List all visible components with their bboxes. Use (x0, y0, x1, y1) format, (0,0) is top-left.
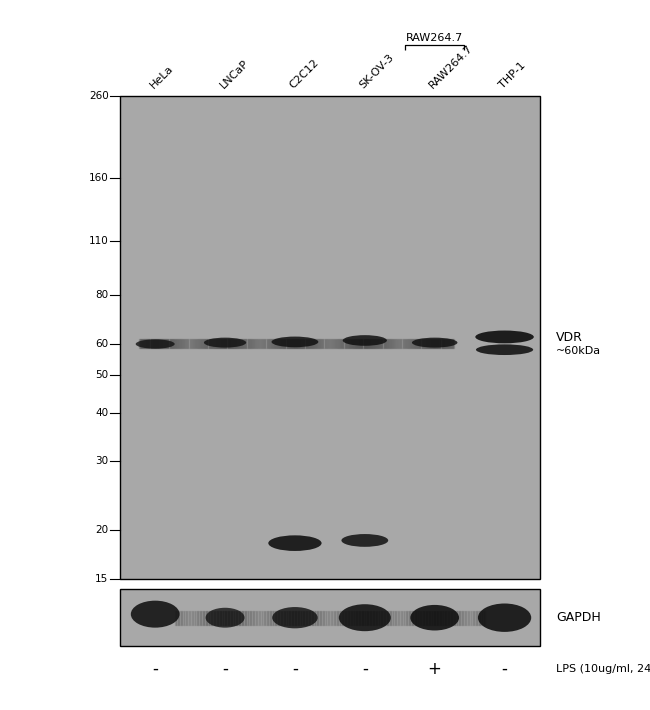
Ellipse shape (476, 344, 533, 355)
Text: 60: 60 (96, 339, 109, 349)
Text: 260: 260 (89, 91, 109, 101)
Ellipse shape (412, 338, 458, 348)
Text: GAPDH: GAPDH (556, 611, 601, 624)
Ellipse shape (339, 604, 391, 631)
Ellipse shape (272, 607, 318, 628)
Text: -: - (502, 660, 508, 678)
Text: -: - (362, 660, 368, 678)
Text: RAW264.7: RAW264.7 (428, 43, 475, 90)
Text: ~60kDa: ~60kDa (556, 346, 601, 356)
Text: 110: 110 (89, 236, 109, 246)
Ellipse shape (272, 337, 318, 347)
Text: 40: 40 (96, 408, 109, 417)
Ellipse shape (204, 338, 246, 348)
Text: LNCaP: LNCaP (218, 58, 250, 90)
Text: VDR: VDR (556, 331, 582, 344)
Text: -: - (292, 660, 298, 678)
Text: C2C12: C2C12 (288, 57, 321, 90)
Text: LPS (10ug/ml, 24hrs): LPS (10ug/ml, 24hrs) (556, 664, 650, 674)
Ellipse shape (343, 335, 387, 346)
Ellipse shape (410, 605, 459, 630)
Ellipse shape (341, 534, 388, 547)
Bar (120, 589, 540, 646)
Text: 80: 80 (96, 290, 109, 300)
Text: 20: 20 (96, 525, 109, 535)
Text: 30: 30 (96, 457, 109, 466)
Ellipse shape (205, 608, 244, 628)
Ellipse shape (475, 331, 534, 344)
Text: 160: 160 (89, 173, 109, 183)
Text: HeLa: HeLa (148, 63, 176, 90)
Ellipse shape (136, 339, 175, 349)
Text: 50: 50 (96, 370, 109, 380)
Text: 15: 15 (96, 574, 109, 584)
Text: -: - (152, 660, 158, 678)
Ellipse shape (478, 604, 531, 632)
Ellipse shape (268, 535, 322, 551)
Ellipse shape (131, 601, 179, 628)
Text: RAW264.7: RAW264.7 (406, 33, 463, 43)
Text: +: + (428, 660, 441, 678)
Bar (120, 96, 540, 579)
Text: -: - (222, 660, 228, 678)
Text: SK-OV-3: SK-OV-3 (358, 52, 396, 90)
Text: THP-1: THP-1 (497, 60, 528, 90)
